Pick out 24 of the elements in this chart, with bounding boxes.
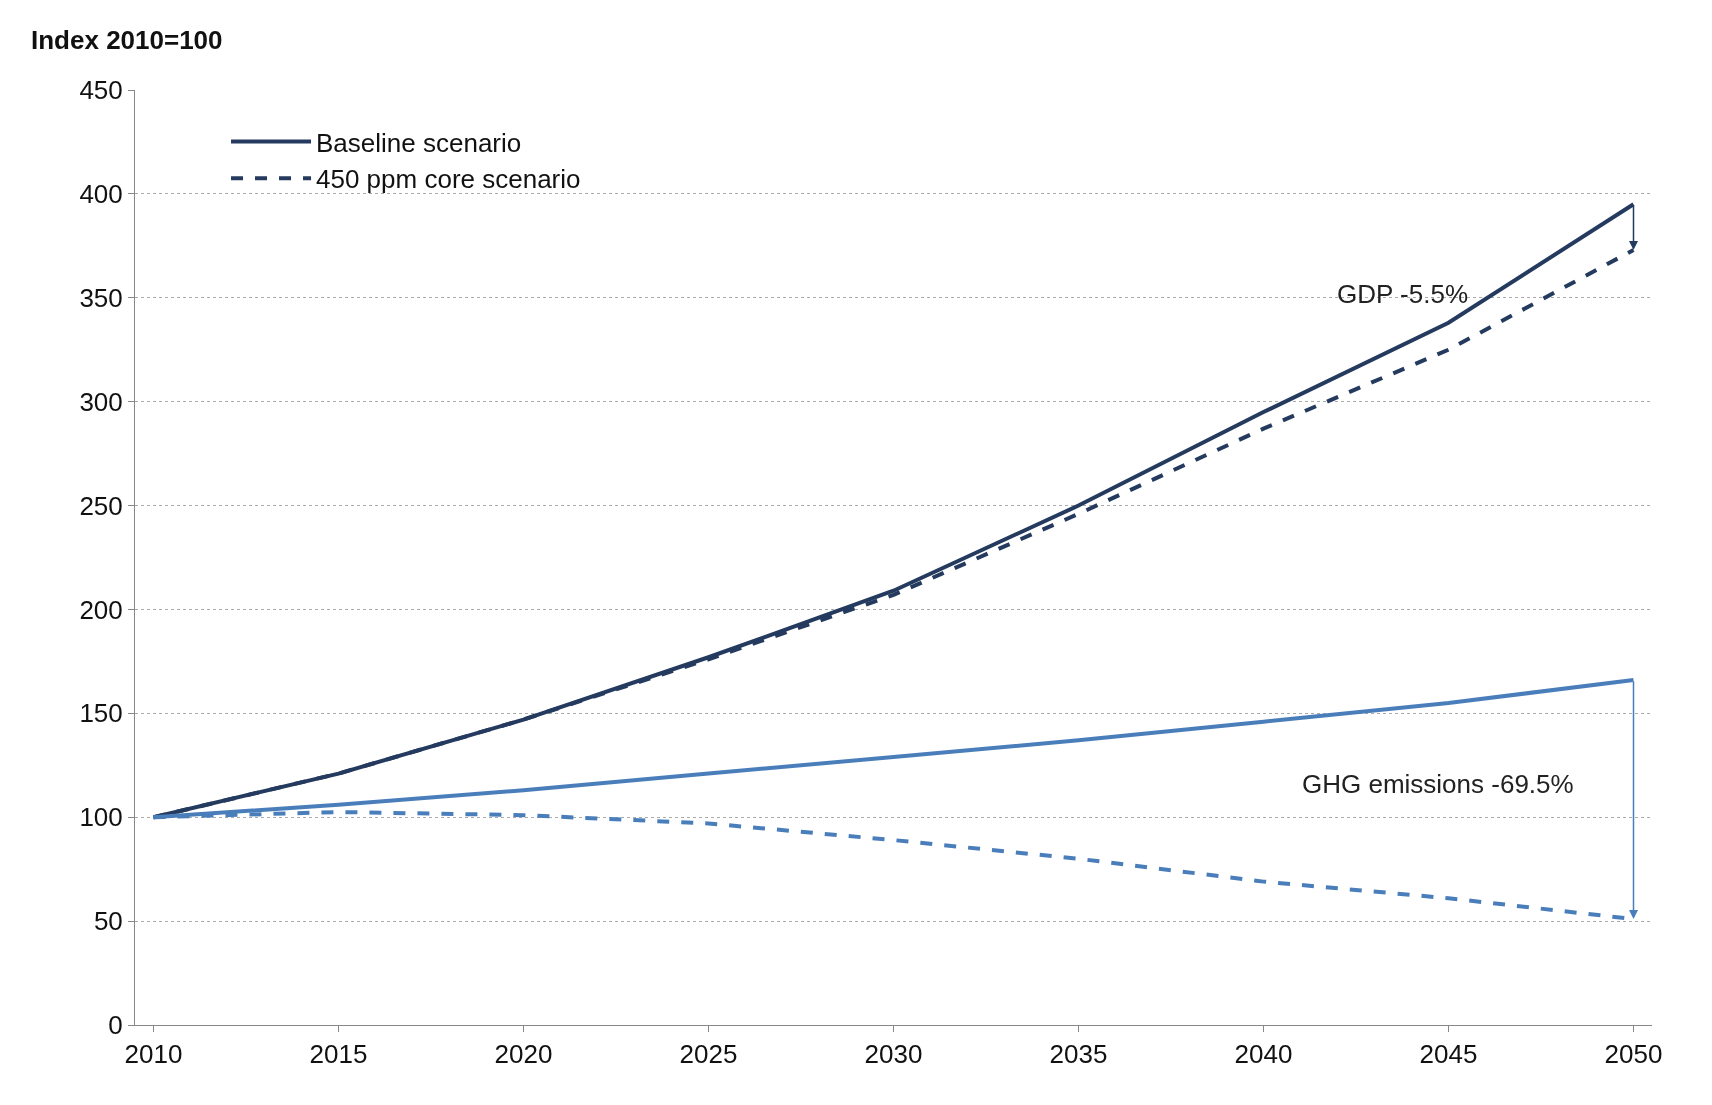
x-tick-label: 2030 (864, 1039, 923, 1070)
y-tick-label: 350 (79, 282, 123, 313)
y-tick-label: 150 (79, 698, 123, 729)
x-tick-label: 2015 (309, 1039, 368, 1070)
y-tick-label: 250 (79, 490, 123, 521)
x-tick-label: 2025 (679, 1039, 738, 1070)
annotation: GHG emissions -69.5% (1302, 769, 1574, 799)
y-tick-label: 450 (79, 75, 123, 106)
x-tick-label: 2050 (1604, 1039, 1663, 1070)
x-tick-label: 2020 (494, 1039, 553, 1070)
y-tick-label: 100 (79, 802, 123, 833)
y-tick-label: 300 (79, 386, 123, 417)
annotation: GDP -5.5% (1337, 279, 1469, 309)
x-tick-label: 2045 (1419, 1039, 1478, 1070)
y-axis-title: Index 2010=100 (31, 25, 223, 55)
x-tick-label: 2010 (124, 1039, 183, 1070)
x-tick-label: 2040 (1234, 1039, 1293, 1070)
y-tick-label: 50 (93, 906, 123, 937)
legend-label: 450 ppm core scenario (316, 164, 581, 195)
y-tick-label: 200 (79, 594, 123, 625)
legend-label: Baseline scenario (316, 127, 522, 158)
y-tick-label: 400 (79, 178, 123, 209)
x-tick-label: 2035 (1049, 1039, 1108, 1070)
y-tick-label: 0 (108, 1010, 123, 1041)
